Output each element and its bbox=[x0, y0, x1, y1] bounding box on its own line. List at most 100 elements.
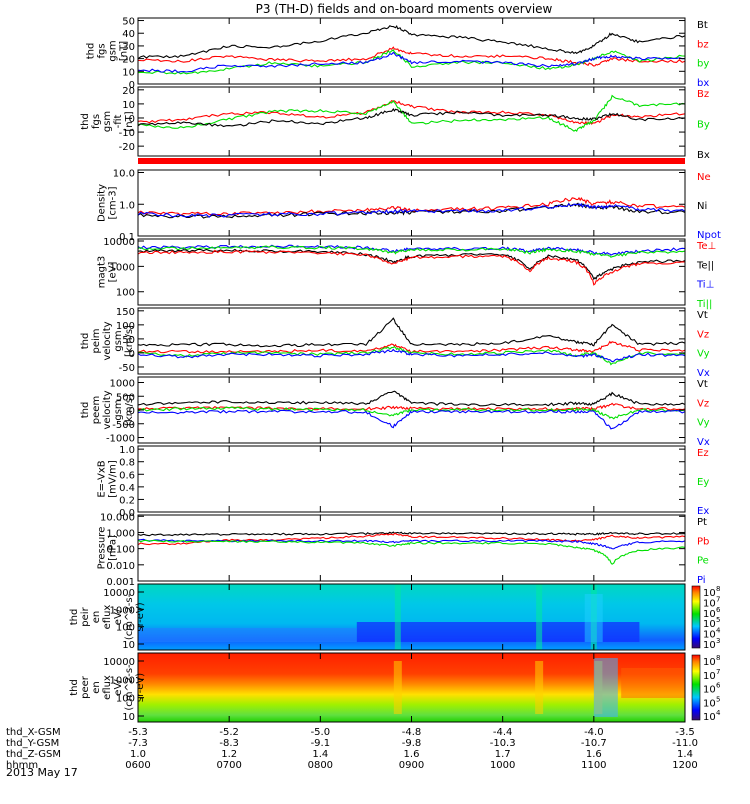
y-tick-label: 20 bbox=[122, 55, 135, 66]
series-Pi bbox=[137, 538, 686, 550]
legend-entry: Pb bbox=[697, 536, 709, 547]
series-Pe bbox=[137, 539, 686, 565]
y-tick-label: 0 bbox=[129, 80, 135, 91]
y-axis-label-line: [nT] bbox=[124, 111, 135, 131]
ephemeris-label: thd_Y-GSM bbox=[6, 738, 59, 749]
panel-6: 1.0 0.80.6 0.40.2 0.0 Ez Ey Ex E=-VxB[mV/m] bbox=[97, 445, 710, 519]
colorbar bbox=[691, 654, 701, 721]
y-tick-label: 1000 bbox=[110, 675, 135, 686]
ephemeris-value: 0600 bbox=[125, 760, 150, 771]
colorbar bbox=[691, 585, 701, 649]
y-axis-label: Density[cm-3] bbox=[97, 184, 119, 222]
series-Vt bbox=[137, 317, 686, 348]
ephemeris-value: 1.6 bbox=[586, 749, 602, 760]
ephemeris-value: -5.0 bbox=[311, 727, 331, 738]
legend-entry: Pt bbox=[697, 517, 707, 528]
y-axis-label: magt3[eV] bbox=[97, 256, 119, 289]
ephemeris-value: -5.3 bbox=[128, 727, 148, 738]
legend-entry: bx bbox=[697, 78, 709, 89]
y-axis-label-line: sr-eV) bbox=[135, 673, 146, 702]
colorbar-exponent: 5 bbox=[716, 616, 720, 624]
y-axis-label-line: Pressure bbox=[97, 527, 108, 570]
y-axis-label: thdfgsgsm-fit[nT] bbox=[80, 111, 135, 132]
ephemeris-value: 1.4 bbox=[312, 749, 328, 760]
panel-frame bbox=[137, 514, 686, 582]
y-tick-label: 20 bbox=[122, 86, 135, 97]
y-tick-label: 100 bbox=[116, 623, 135, 634]
legend-entry: Vx bbox=[697, 437, 710, 448]
series-lines bbox=[137, 24, 686, 75]
spectrogram-band bbox=[356, 622, 640, 642]
y-axis-label-line: peem bbox=[91, 396, 102, 424]
ephemeris-value: -4.4 bbox=[493, 727, 513, 738]
series-Bz bbox=[137, 100, 686, 126]
colorbar-label: 10 bbox=[703, 698, 716, 709]
legend-entry: bz bbox=[697, 39, 709, 50]
panel-frame bbox=[137, 445, 686, 513]
panel-frame bbox=[137, 17, 686, 85]
ephemeris-value: -10.7 bbox=[581, 738, 607, 749]
panel-frame bbox=[137, 307, 686, 375]
y-tick-label: 150 bbox=[116, 307, 135, 318]
y-tick-label: 10 bbox=[122, 100, 135, 111]
y-axis-label-line: gsm bbox=[108, 40, 119, 61]
y-axis-label: Pressure[nPa] bbox=[97, 527, 119, 570]
y-tick-label: 0.6 bbox=[119, 470, 135, 481]
y-axis-label-line: [cm-3] bbox=[108, 186, 119, 219]
y-tick-label: 100 bbox=[116, 288, 135, 299]
y-tick-label: 0 bbox=[129, 114, 135, 125]
series-bz bbox=[137, 46, 686, 67]
y-tick-label: -50 bbox=[119, 363, 135, 374]
series-Vx bbox=[137, 348, 686, 363]
spectrogram-streak bbox=[536, 584, 543, 650]
y-axis-label: thdpeerenefluxeV/(cm^2-s-sr-eV) bbox=[69, 664, 146, 711]
y-axis-label-line: velocity bbox=[102, 390, 113, 429]
y-axis-label-line: [nT] bbox=[119, 41, 130, 61]
colorbar-label: 10 bbox=[703, 609, 716, 620]
panel-4: 150 100 50 0 -50 Vt Vz Vy Vx thdpeimvelocitygsm[k… bbox=[80, 307, 710, 379]
legend-entry: Pe bbox=[697, 556, 709, 567]
colorbar-label: 10 bbox=[703, 619, 716, 630]
y-tick-label: 1.0 bbox=[119, 200, 135, 211]
y-axis-label-line: (cm^2-s- bbox=[124, 664, 135, 711]
y-axis-label: thdpeirenefluxeV/(cm^2-s-sr-eV) bbox=[69, 593, 146, 640]
series-Pt bbox=[137, 531, 686, 537]
legend-entry: Ni bbox=[697, 201, 707, 212]
legend-entry: Ne bbox=[697, 172, 711, 183]
colorbar-label: 10 bbox=[703, 630, 716, 641]
y-tick-label: 0.8 bbox=[119, 458, 135, 469]
y-tick-label: 1.0 bbox=[119, 445, 135, 456]
ephemeris-value: 1.7 bbox=[495, 749, 511, 760]
panel-7: 10.000 1.000 0.100 0.010 0.001 Pt Pb Pe Pi Pressu… bbox=[97, 512, 710, 588]
legend-entry: Vy bbox=[697, 349, 710, 360]
ephemeris-label: thd_Z-GSM bbox=[6, 749, 61, 760]
ephemeris-value: 1.4 bbox=[677, 749, 693, 760]
ephemeris-label: hhmm bbox=[6, 760, 38, 771]
y-axis-label-line: fgs bbox=[91, 114, 102, 129]
y-axis-label-line: velocity bbox=[102, 321, 113, 360]
y-axis-label-line: Density bbox=[97, 184, 108, 222]
y-axis-label: thdpeemvelocitygsm[km/s] bbox=[80, 390, 135, 429]
ephemeris-value: -4.0 bbox=[584, 727, 604, 738]
legend-entry: Te|| bbox=[696, 260, 714, 271]
y-axis-label-line: magt3 bbox=[97, 256, 108, 289]
y-tick-label: 10 bbox=[122, 712, 135, 723]
colorbar-exponent: 5 bbox=[716, 695, 720, 703]
ephemeris-value: 0900 bbox=[399, 760, 424, 771]
panel-5: 1000 500 0 -500 -1000 Vt Vz Vy Vx thdpeemvelocity… bbox=[80, 376, 710, 448]
series-Bx bbox=[137, 107, 686, 128]
y-axis-label-line: thd bbox=[80, 333, 91, 350]
y-tick-label: 10 bbox=[122, 67, 135, 78]
y-tick-label: 10 bbox=[122, 640, 135, 651]
legend-entry: Bz bbox=[697, 89, 709, 100]
panel-2: 10.0 1.0 0.1 Ne Ni Npot Density[cm-3] bbox=[97, 169, 721, 243]
y-axis-label-line: [km/s] bbox=[124, 325, 135, 357]
ephemeris-value: -11.0 bbox=[672, 738, 698, 749]
y-tick-label: 1000 bbox=[110, 379, 135, 390]
colorbar-exponent: 4 bbox=[716, 709, 721, 717]
colorbar-label: 10 bbox=[703, 598, 716, 609]
ephemeris-value: -5.2 bbox=[219, 727, 239, 738]
